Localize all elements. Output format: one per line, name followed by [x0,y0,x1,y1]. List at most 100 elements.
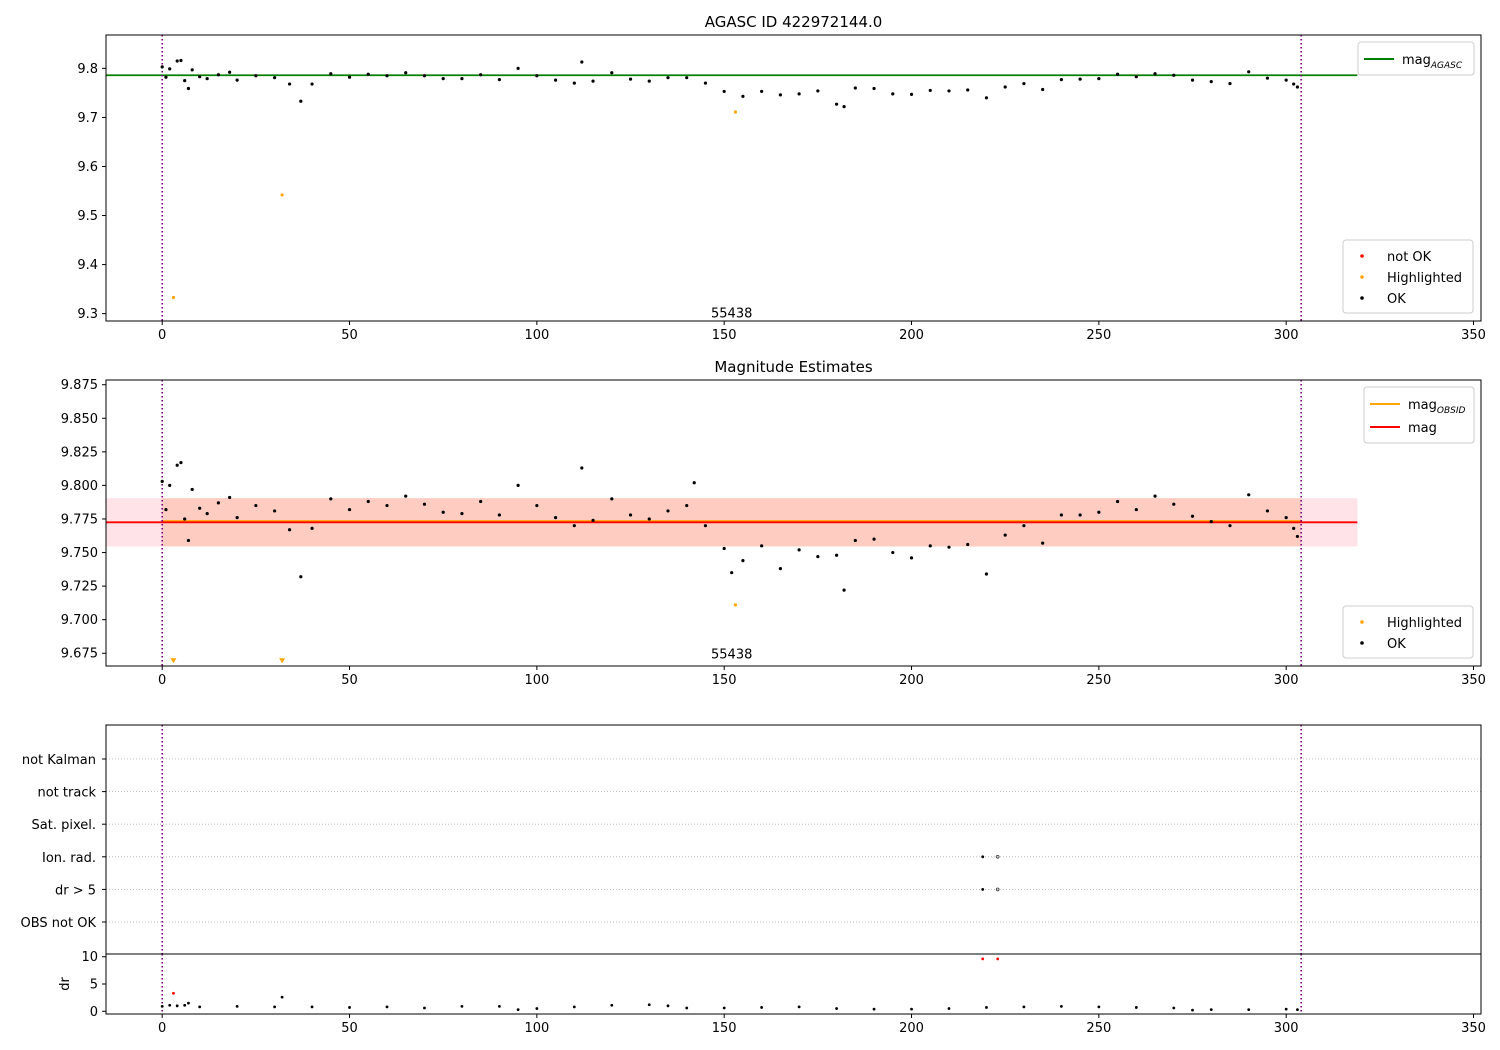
point-dr-ok [722,1006,726,1010]
point-highlighted [733,110,738,114]
legend-point-swatch [1360,254,1364,258]
legend-label-main: mag [1408,398,1437,413]
point-ok [628,513,633,517]
point-dr-ok [516,1008,520,1012]
legend-point-label: Highlighted [1387,616,1462,631]
point-ok [1284,516,1288,520]
category-label: Sat. pixel. [32,818,96,833]
x-tick-label: 100 [524,328,549,343]
legend-points [1342,239,1474,314]
point-ok [1247,493,1251,497]
point-ok [741,558,745,563]
point-ok [610,71,614,75]
point-ok [692,481,696,485]
point-ok [572,81,576,85]
point-ok [842,105,846,109]
point-ok [160,479,164,483]
legend-point-label: not OK [1387,250,1432,265]
point-ok [404,494,408,498]
point-ok [909,92,914,96]
point-ok [741,94,745,98]
point-dr-ok [1097,1005,1101,1009]
point-dr-ok [168,1003,172,1007]
point-ok [235,516,239,520]
point-dr-ok [423,1006,426,1010]
point-highlighted [733,603,738,607]
point-ok [516,483,520,488]
point-ok [1059,78,1063,82]
point-ok [666,76,670,80]
x-tick-label: 350 [1461,1021,1486,1036]
point-ok [168,483,172,488]
x-tick-label: 200 [899,328,924,343]
point-dr-ok [460,1004,464,1008]
x-tick-label: 0 [158,673,166,688]
point-dr-ok [572,1005,576,1009]
point-ok [164,507,168,512]
point-ok [1265,76,1270,80]
point-ok [1228,81,1232,86]
category-label: not Kalman [22,753,96,768]
point-ok [1247,70,1251,74]
x-tick-label: 100 [524,673,549,688]
y-tick-label: 5 [90,978,98,993]
x-tick-label: 0 [158,328,166,343]
x-tick-label: 300 [1274,328,1299,343]
point-ok [254,74,258,78]
point-ok [198,75,202,79]
point-ok [1209,80,1213,84]
point-ok [497,513,501,517]
legend-line-label: magAGASC [1402,53,1463,71]
point-ok [553,78,558,82]
point-ok [183,517,187,521]
legend-points [1342,605,1474,659]
category-label: dr > 5 [55,883,96,898]
point-dr-ok [1134,1006,1138,1009]
legend-point-swatch [1360,620,1364,624]
point-ok [310,82,314,86]
point-ok [1134,75,1138,79]
point-ok [947,89,951,93]
point-highlighted [280,193,284,197]
point-ok [703,524,708,528]
point-dr-ok [1059,1004,1063,1008]
point-ok [479,73,483,77]
point-ok [1292,82,1296,86]
point-ok [703,81,708,85]
point-ok [175,59,179,63]
point-ok [299,575,303,579]
legend-point-label: OK [1387,292,1406,307]
y-tick-label: 9.725 [61,580,98,595]
point-ok [254,503,258,508]
point-ok [685,76,689,80]
y-tick-label: 9.700 [61,613,98,628]
point-ok [441,77,445,81]
point-ok [685,503,689,508]
point-dr-ok [535,1007,539,1010]
point-dr-ok [1284,1007,1288,1011]
x-tick-label: 250 [1086,328,1111,343]
point-dr-ok [198,1005,202,1009]
point-dr-ok [947,1007,951,1010]
point-ok [834,102,839,106]
y-tick-label: 9.850 [61,412,98,427]
point-ok [816,554,820,559]
point-dr-ok [385,1005,389,1009]
point-ok [329,72,333,76]
flag-point [981,855,985,859]
legend-label-subscript: AGASC [1430,61,1463,71]
point-ok [535,503,539,508]
point-ok [1078,77,1082,81]
x-tick-label: 300 [1274,1021,1299,1036]
point-ok [778,567,782,571]
point-ok [730,571,734,575]
point-ok [1172,502,1176,506]
legend-label-main: mag [1408,421,1437,436]
x-tick-label: 300 [1274,673,1299,688]
point-ok [160,65,164,69]
axes-frame [105,953,1482,1015]
point-ok [591,79,595,83]
x-tick-label: 200 [899,673,924,688]
point-ok [928,88,932,93]
point-ok [580,60,584,64]
